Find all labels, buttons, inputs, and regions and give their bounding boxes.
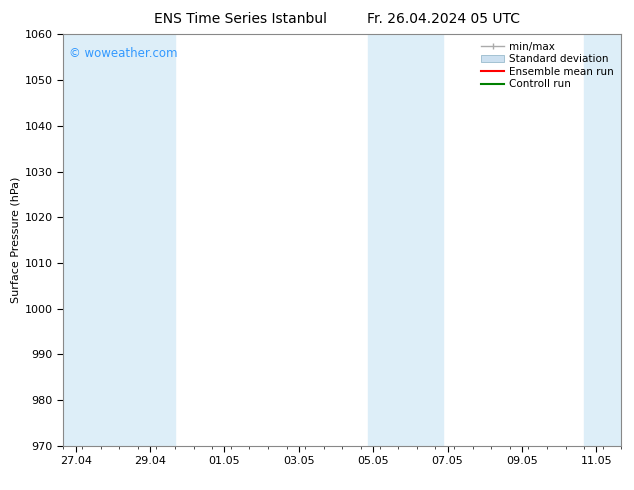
Bar	[584, 34, 621, 446]
Text: ENS Time Series Istanbul: ENS Time Series Istanbul	[155, 12, 327, 26]
Text: © woweather.com: © woweather.com	[69, 47, 178, 60]
Y-axis label: Surface Pressure (hPa): Surface Pressure (hPa)	[11, 177, 21, 303]
Bar	[160, 34, 175, 446]
Bar	[428, 34, 443, 446]
Legend: min/max, Standard deviation, Ensemble mean run, Controll run: min/max, Standard deviation, Ensemble me…	[479, 40, 616, 92]
Bar	[63, 34, 160, 446]
Bar	[368, 34, 428, 446]
Text: Fr. 26.04.2024 05 UTC: Fr. 26.04.2024 05 UTC	[367, 12, 521, 26]
